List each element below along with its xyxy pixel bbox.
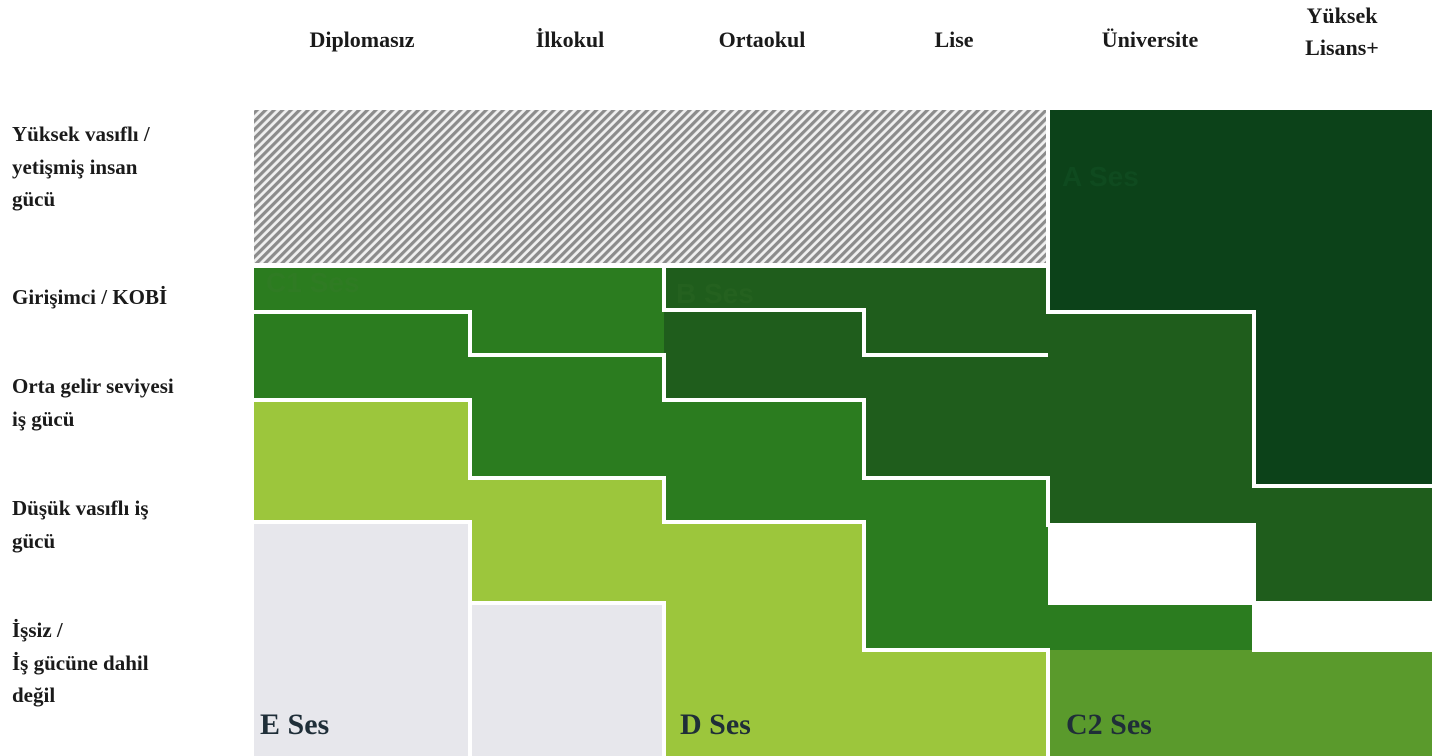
segment-c1-shape — [254, 268, 1254, 650]
segment-e-shape — [254, 522, 664, 756]
column-header-lise: Lise — [934, 27, 974, 53]
column-header-ortaokul: Ortaokul — [718, 27, 806, 53]
separator-lines — [254, 110, 1432, 756]
segment-c2-label: C2 Ses — [1066, 708, 1152, 741]
segment-a-shape — [1048, 110, 1432, 603]
segment-a-label: A Ses — [1062, 161, 1139, 192]
hatched-empty-region — [254, 110, 1048, 263]
segment-c2-shape — [1048, 650, 1432, 756]
column-header-diplomasiz: Diplomasız — [309, 27, 415, 53]
segment-d-label: D Ses — [680, 708, 751, 741]
segment-e-label: E Ses — [260, 708, 329, 741]
segment-c1-label: C1 Ses — [266, 267, 359, 298]
column-header-ilkokul: İlkokul — [535, 27, 605, 53]
row-header-dusuk-vasifli: Düşük vasıflı iş gücü — [12, 496, 149, 553]
row-header-orta-gelir: Orta gelir seviyesi iş gücü — [12, 374, 174, 431]
column-header-universite: Üniversite — [1101, 27, 1199, 53]
column-header-yuksek-lisans: Yüksek Lisans+ — [1305, 3, 1379, 60]
row-header-yuksek-vasifli: Yüksek vasıflı / yetişmiş insan gücü — [12, 122, 150, 212]
row-header-issiz: İşsiz / İş gücüne dahil değil — [12, 618, 149, 708]
row-header-girisimci: Girişimci / KOBİ — [12, 285, 168, 309]
segment-b-label: B Ses — [676, 278, 754, 309]
segment-b-shape — [664, 268, 1432, 603]
segment-d-shape — [254, 400, 1048, 756]
